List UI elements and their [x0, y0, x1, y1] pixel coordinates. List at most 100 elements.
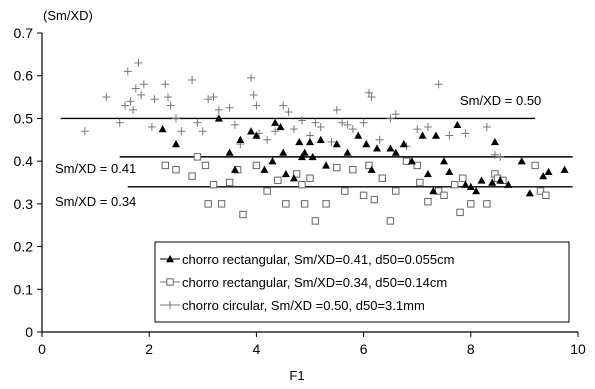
data-point [295, 137, 304, 146]
data-point [459, 174, 467, 182]
data-point [126, 97, 135, 106]
data-point [147, 122, 156, 131]
data-point [341, 187, 349, 195]
data-point [424, 198, 432, 206]
data-point [198, 127, 207, 136]
data-point [214, 114, 223, 122]
data-point [209, 180, 218, 189]
data-point [365, 161, 373, 170]
data-point [311, 217, 320, 225]
data-point [539, 172, 548, 180]
data-point [316, 122, 325, 131]
data-point [332, 105, 341, 114]
x-tick-label: 0 [38, 341, 46, 357]
data-point [260, 165, 269, 173]
data-point [172, 165, 180, 174]
data-point [298, 180, 306, 189]
data-point [348, 125, 357, 134]
data-point [193, 118, 202, 127]
data-point [316, 135, 325, 143]
data-point [161, 80, 170, 89]
y-tick-label: 0.3 [14, 196, 34, 212]
data-point [359, 118, 368, 127]
data-point [423, 169, 432, 178]
data-point [536, 187, 545, 195]
data-point [367, 93, 376, 102]
data-point [472, 187, 481, 195]
data-point [204, 200, 212, 208]
data-point [225, 178, 234, 187]
data-point [490, 137, 499, 146]
data-point [297, 116, 306, 125]
data-point [163, 93, 172, 102]
data-point [349, 165, 357, 174]
data-point [172, 114, 180, 123]
data-point [252, 161, 261, 170]
data-point [201, 161, 210, 170]
data-point [271, 118, 280, 126]
data-point [247, 73, 256, 82]
data-point [289, 174, 298, 182]
data-point [343, 120, 352, 129]
data-point [134, 58, 143, 67]
data-point [308, 152, 317, 161]
data-point [225, 103, 234, 112]
data-point [386, 217, 395, 225]
axes: 0 2 4 6 8 10 0 0.1 0.2 0.3 0.4 0.5 0.6 0.7 F1 (Sm/XD) [14, 8, 586, 383]
data-point [284, 108, 293, 117]
y-tick-label: 0.2 [14, 239, 34, 255]
data-point [483, 200, 491, 208]
data-point [193, 153, 202, 161]
data-point [230, 165, 239, 173]
data-point [225, 148, 234, 156]
y-tick-label: 0 [25, 324, 33, 340]
data-point [263, 187, 271, 195]
reference-label: Sm/XD = 0.34 [55, 194, 136, 209]
data-point [322, 200, 330, 208]
data-point [429, 187, 438, 195]
data-point [121, 101, 130, 110]
data-point [268, 157, 277, 165]
data-point [544, 167, 553, 176]
data-point [115, 118, 124, 127]
y-axis-label: (Sm/XD) [43, 8, 93, 23]
data-point [188, 172, 196, 180]
data-point [525, 189, 534, 197]
legend-label: chorro rectangular, Sm/XD=0.34, d50=0.14… [182, 275, 447, 290]
data-point [137, 90, 146, 99]
data-point [327, 137, 336, 146]
data-point [496, 176, 505, 184]
data-point [461, 180, 470, 188]
data-point [306, 174, 314, 182]
data-point [490, 150, 499, 159]
data-point [343, 148, 352, 156]
data-point [239, 210, 247, 219]
data-point [466, 182, 475, 190]
data-point [209, 93, 218, 102]
data-point [517, 157, 526, 165]
data-point [139, 80, 148, 89]
data-point [440, 191, 448, 200]
y-tick-label: 0.7 [14, 25, 34, 41]
data-point [451, 180, 459, 189]
data-point [166, 101, 175, 110]
data-point [359, 191, 368, 200]
data-point [504, 180, 513, 188]
data-point [496, 152, 505, 161]
legend-box [154, 241, 570, 323]
data-point [386, 114, 395, 123]
data-point [488, 178, 497, 186]
y-tick-label: 0.4 [14, 153, 34, 169]
data-point [297, 152, 306, 161]
data-point [236, 135, 245, 143]
data-point [391, 110, 400, 119]
data-point [373, 144, 381, 152]
x-axis-label: F1 [289, 368, 304, 383]
data-point [129, 105, 138, 114]
data-point [453, 120, 462, 129]
data-point [123, 67, 132, 76]
data-point [407, 157, 416, 165]
data-point [252, 131, 261, 139]
data-point [542, 191, 550, 200]
data-points [80, 58, 569, 225]
